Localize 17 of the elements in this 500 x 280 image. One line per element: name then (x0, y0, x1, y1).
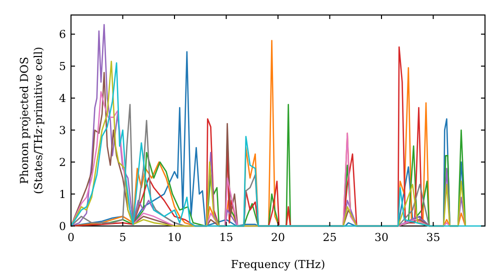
x-tick-label: 35 (426, 231, 440, 244)
x-tick-label: 15 (219, 231, 234, 244)
y-tick-label: 1 (59, 188, 66, 202)
y-tick-label: 3 (59, 124, 66, 138)
y-tick-label: 2 (59, 156, 66, 170)
y-tick-label: 4 (59, 92, 66, 106)
x-tick-label: 0 (68, 231, 74, 244)
x-tick-label: 5 (119, 231, 126, 244)
x-tick-label: 25 (322, 231, 337, 244)
x-axis-title: Frequency (THz) (230, 258, 326, 271)
x-tick-label: 10 (168, 231, 182, 244)
y-tick-label: 6 (59, 28, 66, 42)
y-axis-title: Phonon projected DOS (States/THz·primitive cell) (18, 46, 45, 194)
y-tick-label: 0 (59, 220, 66, 233)
x-tick-label: 30 (374, 231, 388, 244)
y-tick-label: 5 (59, 60, 66, 74)
x-tick-label: 20 (271, 231, 285, 244)
